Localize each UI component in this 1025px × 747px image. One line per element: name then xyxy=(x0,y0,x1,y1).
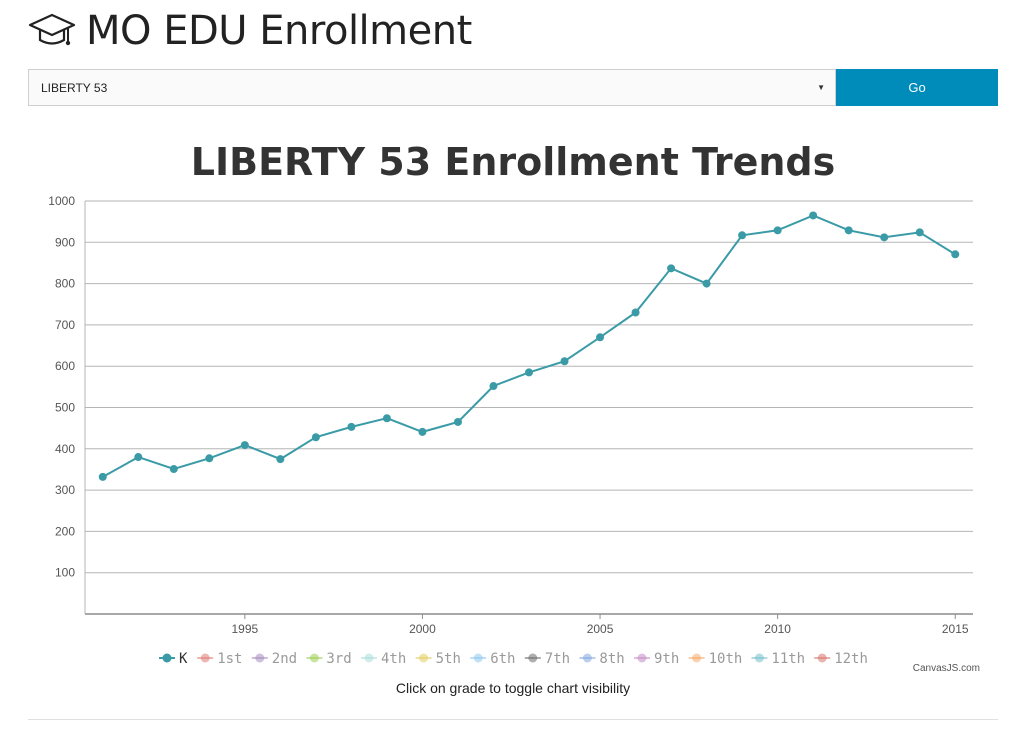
legend-marker[interactable] xyxy=(364,653,374,663)
data-point xyxy=(98,472,107,481)
data-point xyxy=(418,427,427,436)
legend-marker[interactable] xyxy=(473,653,483,663)
legend-item-1st[interactable]: 1st xyxy=(217,651,242,667)
legend-item-6th[interactable]: 6th xyxy=(490,651,515,667)
data-point xyxy=(951,250,960,259)
enrollment-chart: 100 200 300 400 500 600 700 800 900 1000 1995 2000 2… xyxy=(48,194,973,667)
legend-marker[interactable] xyxy=(582,653,592,663)
data-point xyxy=(276,455,285,464)
page-title: MO EDU Enrollment xyxy=(86,8,472,54)
y-tick-label: 200 xyxy=(55,524,75,538)
chart-credit[interactable]: CanvasJS.com xyxy=(912,663,980,674)
y-tick-label: 900 xyxy=(55,235,75,249)
data-point xyxy=(631,308,640,317)
district-select[interactable]: LIBERTY 53 ▼ xyxy=(28,69,836,106)
legend-marker[interactable] xyxy=(528,653,538,663)
chart-container: 100 200 300 400 500 600 700 800 900 1000 1995 2000 2… xyxy=(28,130,998,710)
data-point xyxy=(880,233,889,242)
data-point xyxy=(311,433,320,442)
app-header: MO EDU Enrollment xyxy=(28,6,472,56)
data-point xyxy=(667,264,676,273)
data-point xyxy=(738,231,747,240)
legend-marker[interactable] xyxy=(309,653,319,663)
data-point xyxy=(453,417,462,426)
district-controls: LIBERTY 53 ▼ Go xyxy=(28,69,998,106)
legend-item-4th[interactable]: 4th xyxy=(381,651,406,667)
data-point xyxy=(915,228,924,237)
data-point xyxy=(773,226,782,235)
chart-title: LIBERTY 53 Enrollment Trends xyxy=(190,140,836,184)
legend-marker[interactable] xyxy=(637,653,647,663)
x-tick-label: 1995 xyxy=(231,622,258,636)
legend-item-7th[interactable]: 7th xyxy=(545,651,570,667)
y-tick-label: 600 xyxy=(55,359,75,373)
legend-marker[interactable] xyxy=(692,653,702,663)
data-point xyxy=(809,211,818,220)
data-point xyxy=(205,454,214,463)
legend-item-5th[interactable]: 5th xyxy=(436,651,461,667)
legend-item-2nd[interactable]: 2nd xyxy=(272,651,297,667)
legend-item-8th[interactable]: 8th xyxy=(599,651,624,667)
y-tick-label: 700 xyxy=(55,318,75,332)
divider xyxy=(28,719,998,720)
chevron-down-icon: ▼ xyxy=(817,83,825,92)
legend-item-K[interactable]: K xyxy=(179,651,188,667)
y-tick-label: 300 xyxy=(55,483,75,497)
legend-item-10th[interactable]: 10th xyxy=(709,651,743,667)
legend-item-3rd[interactable]: 3rd xyxy=(326,651,351,667)
data-point xyxy=(844,226,853,235)
legend-marker[interactable] xyxy=(817,653,827,663)
district-select-value: LIBERTY 53 xyxy=(41,80,108,95)
x-tick-label: 2000 xyxy=(409,622,436,636)
data-point xyxy=(240,441,249,450)
legend-marker[interactable] xyxy=(419,653,429,663)
y-tick-label: 1000 xyxy=(48,194,75,208)
data-point xyxy=(702,279,711,288)
data-point xyxy=(596,333,605,342)
data-point xyxy=(560,357,569,366)
data-point xyxy=(382,414,391,423)
data-point xyxy=(489,382,498,391)
y-tick-label: 400 xyxy=(55,442,75,456)
legend-marker[interactable] xyxy=(754,653,764,663)
x-tick-label: 2005 xyxy=(587,622,614,636)
y-tick-label: 800 xyxy=(55,277,75,291)
data-point xyxy=(169,465,178,474)
legend-item-9th[interactable]: 9th xyxy=(654,651,679,667)
legend-marker[interactable] xyxy=(162,653,172,663)
series-line-K xyxy=(102,214,956,478)
legend-item-11th[interactable]: 11th xyxy=(771,651,805,667)
x-tick-label: 2015 xyxy=(942,622,969,636)
y-tick-label: 500 xyxy=(55,401,75,415)
legend-item-12th[interactable]: 12th xyxy=(834,651,868,667)
data-point xyxy=(525,368,533,377)
data-point xyxy=(347,422,356,431)
legend-marker[interactable] xyxy=(255,653,265,663)
go-button[interactable]: Go xyxy=(836,69,998,106)
y-tick-label: 100 xyxy=(55,566,75,580)
x-tick-label: 2010 xyxy=(764,622,791,636)
graduation-cap-icon xyxy=(28,13,76,46)
chart-hint: Click on grade to toggle chart visibilit… xyxy=(395,680,631,696)
data-point xyxy=(134,453,143,462)
legend-marker[interactable] xyxy=(200,653,210,663)
